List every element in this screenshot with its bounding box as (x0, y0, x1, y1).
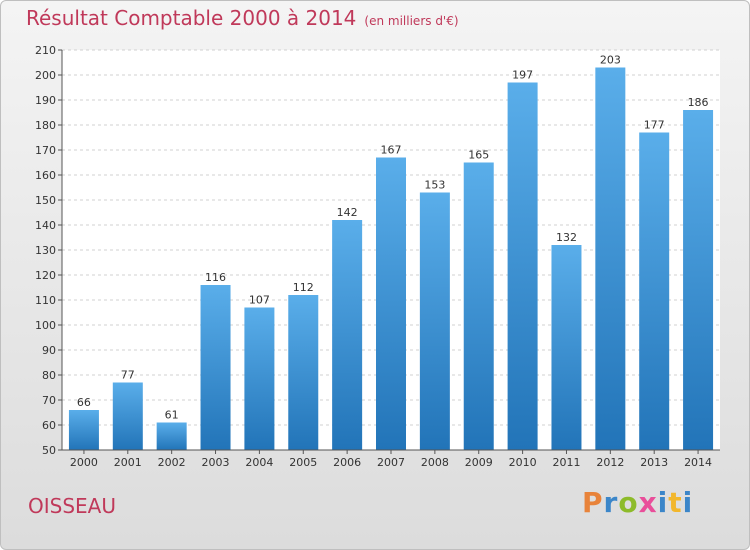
bar-2008 (419, 192, 450, 450)
x-tick-label-2010: 2010 (509, 456, 537, 469)
x-tick-label-2008: 2008 (421, 456, 449, 469)
chart-title: Résultat Comptable 2000 à 2014 (26, 6, 357, 30)
data-label-2012: 203 (600, 54, 621, 67)
data-label-2002: 61 (165, 409, 179, 422)
y-tick-label: 180 (35, 119, 56, 132)
y-tick-label: 170 (35, 144, 56, 157)
bar-2004 (244, 307, 275, 450)
data-label-2005: 112 (293, 281, 314, 294)
x-tick-label-2007: 2007 (377, 456, 405, 469)
x-tick-label-2000: 2000 (70, 456, 98, 469)
y-tick-label: 100 (35, 319, 56, 332)
y-tick-label: 70 (42, 394, 56, 407)
logo-letter: i (682, 486, 694, 519)
data-label-2001: 77 (121, 369, 135, 382)
bar-2009 (463, 162, 494, 450)
y-tick-label: 90 (42, 344, 56, 357)
chart-subtitle: (en milliers d'€) (364, 14, 459, 28)
x-tick-label-2002: 2002 (158, 456, 186, 469)
y-tick-label: 130 (35, 244, 56, 257)
data-label-2014: 186 (688, 96, 709, 109)
bar-2012 (595, 67, 626, 450)
bar-2010 (507, 82, 538, 450)
data-label-2007: 167 (381, 144, 402, 157)
bar-2003 (200, 285, 231, 450)
bar-2000 (68, 410, 99, 450)
x-tick-label-2012: 2012 (596, 456, 624, 469)
bar-2011 (551, 245, 582, 450)
bar-2005 (288, 295, 319, 450)
x-tick-label-2013: 2013 (640, 456, 668, 469)
logo-letter: i (657, 486, 669, 519)
data-label-2000: 66 (77, 396, 91, 409)
logo-letter: P (582, 486, 604, 519)
x-tick-label-2004: 2004 (245, 456, 273, 469)
data-label-2006: 142 (337, 206, 358, 219)
proxiti-logo: Proxiti (582, 486, 693, 519)
x-tick-label-2001: 2001 (114, 456, 142, 469)
data-label-2011: 132 (556, 231, 577, 244)
x-tick-label-2011: 2011 (552, 456, 580, 469)
y-tick-label: 200 (35, 69, 56, 82)
y-tick-label: 160 (35, 169, 56, 182)
x-tick-label-2014: 2014 (684, 456, 712, 469)
data-label-2013: 177 (644, 119, 665, 132)
y-tick-label: 190 (35, 94, 56, 107)
y-tick-label: 150 (35, 194, 56, 207)
bar-2007 (376, 157, 406, 450)
logo-letter: r (603, 486, 619, 519)
title-row: Résultat Comptable 2000 à 2014 (en millie… (26, 6, 459, 30)
data-label-2008: 153 (424, 179, 445, 192)
x-tick-label-2003: 2003 (202, 456, 230, 469)
y-tick-label: 120 (35, 269, 56, 282)
x-tick-label-2005: 2005 (289, 456, 317, 469)
data-label-2003: 116 (205, 271, 226, 284)
y-tick-label: 60 (42, 419, 56, 432)
data-label-2010: 197 (512, 69, 533, 82)
data-label-2009: 165 (468, 149, 489, 162)
y-tick-label: 50 (42, 444, 56, 457)
bar-2006 (332, 220, 363, 450)
data-label-2004: 107 (249, 294, 270, 307)
bar-2001 (112, 382, 143, 450)
commune-name: OISSEAU (28, 494, 116, 518)
y-tick-label: 210 (35, 44, 56, 57)
bar-2002 (156, 422, 187, 450)
bar-2013 (639, 132, 670, 450)
x-tick-label-2009: 2009 (465, 456, 493, 469)
logo-letter: x (638, 486, 658, 519)
y-tick-label: 110 (35, 294, 56, 307)
y-tick-label: 140 (35, 219, 56, 232)
bar-2014 (683, 110, 714, 450)
x-tick-label-2006: 2006 (333, 456, 361, 469)
logo-letter: o (618, 486, 639, 519)
y-tick-label: 80 (42, 369, 56, 382)
logo-letter: t (668, 486, 683, 519)
